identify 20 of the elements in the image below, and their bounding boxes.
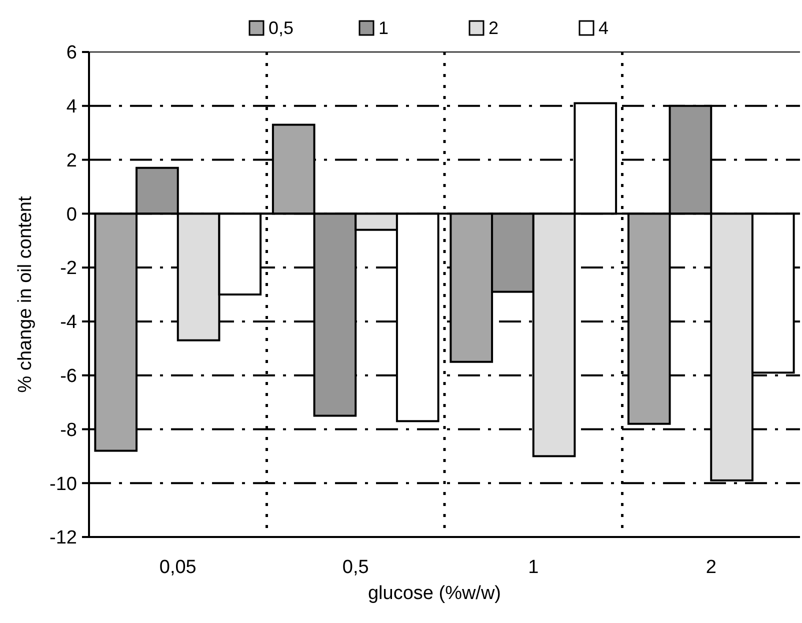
y-axis-title: % change in oil content <box>15 196 36 393</box>
y-tick-label: 4 <box>66 96 78 118</box>
y-tick-label: -8 <box>60 420 77 441</box>
y-tick-label: -10 <box>50 474 77 495</box>
y-tick-label: 2 <box>66 150 77 172</box>
x-tick-label: 0,05 <box>159 557 196 578</box>
y-tick-label: -4 <box>60 312 78 334</box>
legend-label: 4 <box>598 18 609 38</box>
y-tick-label: -12 <box>50 528 77 549</box>
y-tick-label: -6 <box>60 366 77 387</box>
legend-label: 2 <box>488 18 499 38</box>
x-tick-label: 0,5 <box>342 557 369 578</box>
x-tick-label: 1 <box>528 557 539 578</box>
y-tick-label: -2 <box>60 258 77 280</box>
legend-label: 0,5 <box>268 18 294 38</box>
y-tick-label: 0 <box>66 204 77 226</box>
legend-label: 1 <box>378 18 389 38</box>
y-tick-label: 6 <box>66 42 77 64</box>
x-axis-title: glucose (%w/w) <box>368 583 502 604</box>
x-tick-label: 2 <box>706 557 716 578</box>
